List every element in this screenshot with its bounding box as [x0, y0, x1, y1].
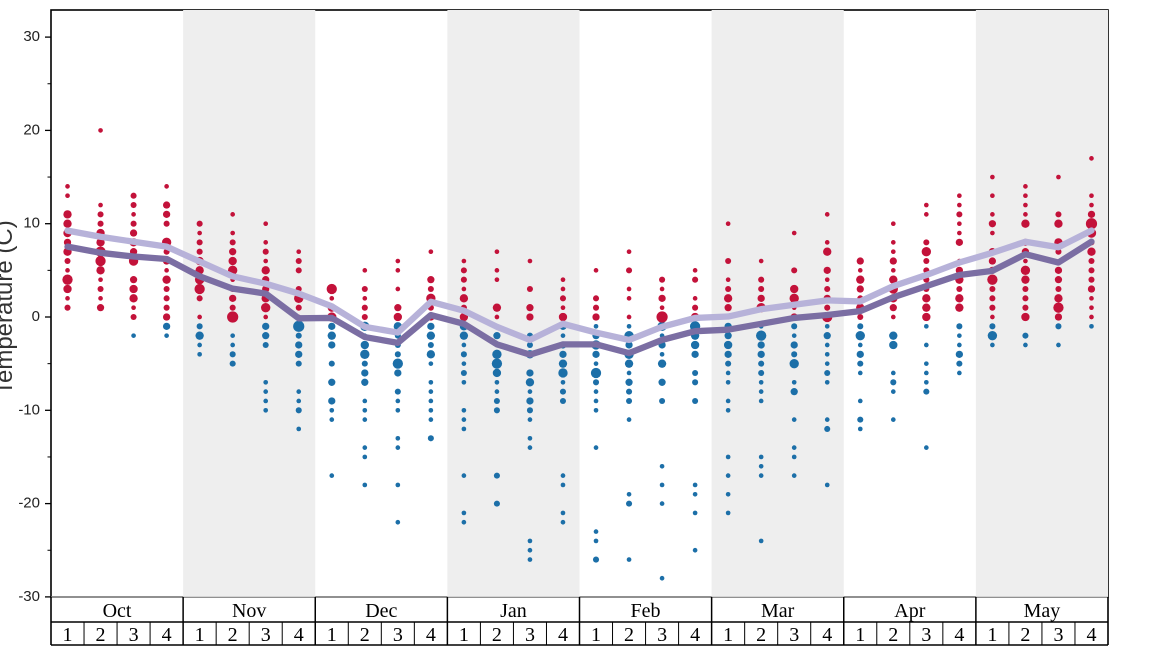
svg-text:2: 2	[228, 624, 238, 646]
svg-text:2: 2	[96, 624, 106, 646]
svg-text:0: 0	[32, 308, 40, 325]
svg-text:1: 1	[591, 624, 601, 646]
svg-text:Jan: Jan	[500, 600, 527, 622]
svg-text:Feb: Feb	[631, 600, 661, 622]
svg-text:Oct: Oct	[103, 600, 132, 622]
svg-text:4: 4	[426, 624, 436, 646]
svg-text:1: 1	[987, 624, 997, 646]
svg-text:1: 1	[327, 624, 337, 646]
svg-text:3: 3	[261, 624, 271, 646]
svg-text:3: 3	[393, 624, 403, 646]
svg-text:-30: -30	[18, 588, 40, 605]
svg-text:4: 4	[822, 624, 832, 646]
svg-text:1: 1	[63, 624, 73, 646]
svg-text:Dec: Dec	[365, 600, 397, 622]
svg-text:1: 1	[855, 624, 865, 646]
svg-text:4: 4	[1086, 624, 1096, 646]
svg-text:3: 3	[657, 624, 667, 646]
svg-text:10: 10	[23, 215, 40, 232]
svg-text:2: 2	[1020, 624, 1030, 646]
svg-text:1: 1	[723, 624, 733, 646]
svg-text:3: 3	[525, 624, 535, 646]
svg-text:-20: -20	[18, 495, 40, 512]
svg-text:2: 2	[360, 624, 370, 646]
svg-text:3: 3	[789, 624, 799, 646]
svg-text:2: 2	[492, 624, 502, 646]
svg-text:4: 4	[162, 624, 172, 646]
svg-text:2: 2	[624, 624, 634, 646]
svg-text:Mar: Mar	[761, 600, 795, 622]
svg-text:4: 4	[954, 624, 964, 646]
svg-text:3: 3	[1053, 624, 1063, 646]
svg-text:4: 4	[294, 624, 304, 646]
svg-text:3: 3	[129, 624, 139, 646]
svg-text:1: 1	[195, 624, 205, 646]
svg-text:30: 30	[23, 28, 40, 45]
svg-text:1: 1	[459, 624, 469, 646]
svg-text:Nov: Nov	[232, 600, 266, 622]
svg-text:May: May	[1024, 600, 1061, 622]
svg-text:3: 3	[921, 624, 931, 646]
svg-text:4: 4	[690, 624, 700, 646]
svg-text:Apr: Apr	[894, 600, 925, 622]
svg-text:20: 20	[23, 121, 40, 138]
svg-text:4: 4	[558, 624, 568, 646]
svg-text:2: 2	[756, 624, 766, 646]
svg-text:2: 2	[888, 624, 898, 646]
svg-text:-10: -10	[18, 401, 40, 418]
